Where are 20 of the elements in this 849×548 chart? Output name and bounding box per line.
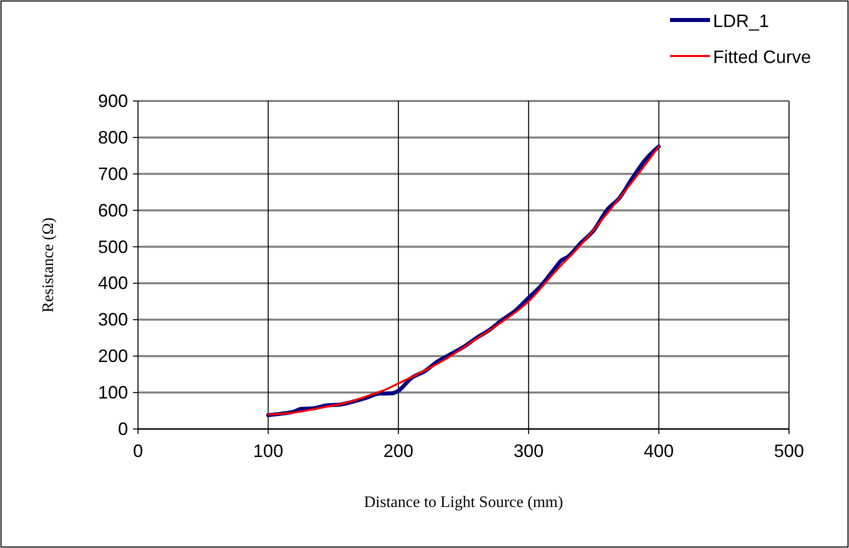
y-tick-label: 0 bbox=[118, 419, 128, 439]
y-tick-label: 500 bbox=[98, 236, 128, 257]
y-tick-label: 800 bbox=[98, 127, 128, 148]
y-tick-label: 600 bbox=[98, 200, 128, 220]
y-axis-title: Resistance (Ω) bbox=[40, 218, 57, 312]
y-tick-label: 900 bbox=[98, 91, 128, 111]
x-tick-label: 100 bbox=[253, 441, 284, 461]
x-tick-label: 200 bbox=[383, 441, 414, 461]
x-tick-label: 500 bbox=[774, 441, 804, 461]
y-tick-label: 700 bbox=[98, 164, 128, 184]
legend-label: LDR_1 bbox=[713, 11, 770, 31]
y-tick-label: 300 bbox=[98, 310, 128, 330]
y-tick-label: 200 bbox=[98, 346, 128, 366]
legend-label: Fitted Curve bbox=[713, 47, 812, 67]
y-tick-label: 100 bbox=[98, 382, 128, 403]
x-axis-title: Distance to Light Source (mm) bbox=[364, 494, 564, 511]
x-tick-label: 0 bbox=[132, 441, 144, 461]
y-tick-label: 400 bbox=[98, 273, 128, 294]
x-tick-label: 300 bbox=[514, 441, 544, 461]
x-tick-label: 400 bbox=[644, 441, 674, 461]
